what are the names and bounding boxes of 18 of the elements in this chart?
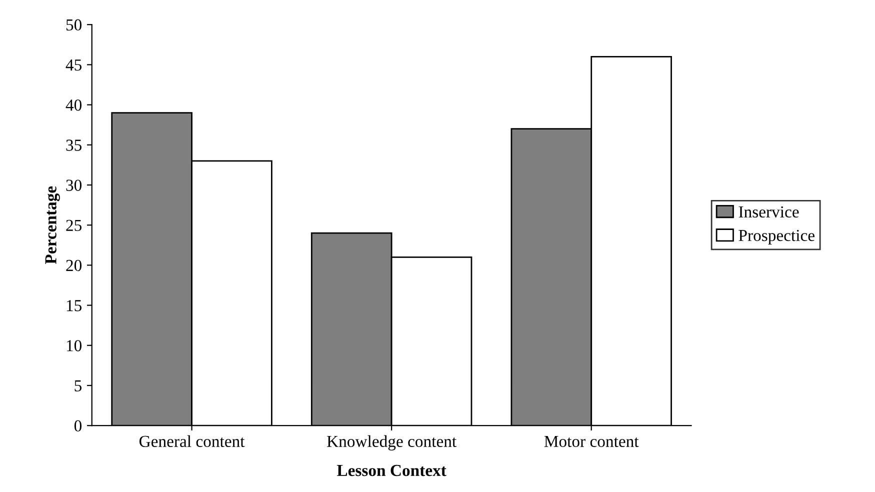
- y-tick-label: 45: [66, 60, 82, 71]
- legend-label: Prospectice: [738, 230, 814, 244]
- x-tick-label: General content: [139, 435, 245, 448]
- y-axis-title: Percentage: [45, 186, 60, 264]
- y-tick-label: 20: [66, 260, 82, 272]
- y-tick-label: 50: [66, 19, 82, 31]
- x-tick-label: Knowledge content: [327, 435, 456, 450]
- y-tick-label: 10: [66, 340, 82, 352]
- y-tick-label: 0: [74, 420, 82, 432]
- y-tick-label: 25: [66, 220, 82, 232]
- y-tick-label: 30: [66, 180, 82, 191]
- y-tick-label: 35: [66, 140, 82, 151]
- x-axis-title: Lesson Context: [336, 464, 446, 476]
- x-tick-label: Motor content: [544, 436, 639, 448]
- y-tick-label: 40: [66, 99, 82, 111]
- legend-label: Inservice: [738, 206, 799, 218]
- y-tick-label: 15: [66, 300, 82, 312]
- y-tick-label: 5: [74, 380, 82, 392]
